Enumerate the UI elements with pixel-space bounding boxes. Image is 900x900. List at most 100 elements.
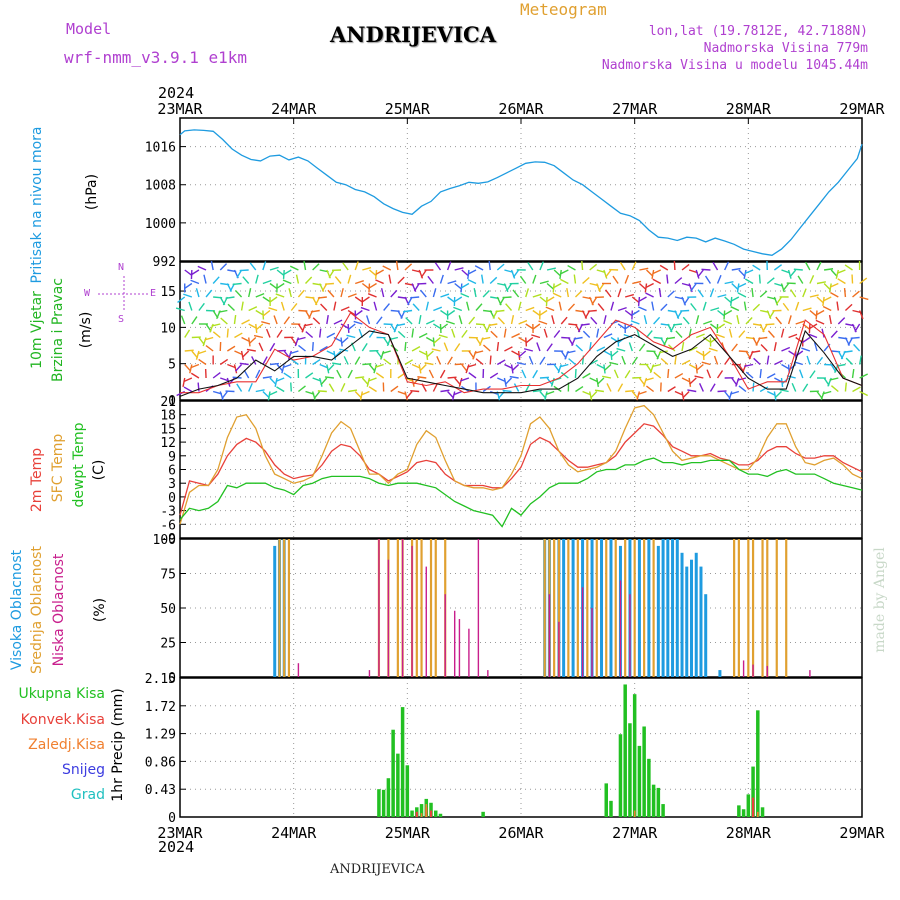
wind-barb (425, 319, 435, 325)
wind-barb (360, 390, 370, 396)
y-tick-label: 21 (160, 395, 176, 410)
wind-barb (488, 260, 491, 271)
wind-barb (247, 288, 252, 298)
temp-2m-line (179, 423, 863, 516)
wind-barb (728, 328, 733, 338)
low-cloud-bar (468, 628, 470, 677)
high-cloud-bar (718, 670, 722, 677)
wind-barb (724, 296, 732, 304)
wind-barb (340, 337, 343, 347)
wind-barb (598, 283, 605, 292)
time-label-top: 23MAR (157, 100, 203, 118)
wind-barb (766, 277, 775, 285)
wind-barb (532, 309, 541, 317)
wind-barb (395, 260, 399, 271)
wind-barb (666, 274, 669, 284)
high-cloud-bar (647, 539, 651, 677)
wind-barb (752, 303, 761, 312)
wind-barb (475, 358, 484, 366)
panel-frame (179, 677, 863, 818)
wind-barb (212, 276, 220, 284)
wind-barb (451, 328, 456, 338)
wind-barb (539, 296, 548, 304)
wind-barb (667, 368, 670, 379)
wind-barb (243, 369, 250, 379)
wind-barb (667, 386, 676, 393)
wind-barb (333, 319, 343, 325)
wind-barb (802, 288, 807, 298)
wind-barb (355, 376, 365, 379)
total-precip-bar (438, 813, 443, 817)
temp-sfc-line (179, 404, 863, 525)
wind-barb (226, 345, 236, 352)
wind-barb (830, 269, 838, 278)
wind-barb (658, 287, 662, 298)
wind-barb (782, 302, 790, 311)
wind-barb (518, 336, 527, 343)
wind-barb (782, 283, 790, 292)
wind-barb (553, 269, 562, 277)
total-precip-bar (481, 811, 485, 817)
panel-frame (179, 538, 863, 678)
wind-barb (724, 261, 730, 271)
wind-barb (531, 334, 541, 339)
low-cloud-bar (619, 580, 622, 677)
wind-barb (789, 269, 797, 278)
wind-barb (234, 332, 243, 339)
wind-barb (791, 382, 797, 392)
wind-barb (297, 289, 305, 298)
wind-barb (324, 282, 334, 285)
total-precip-bar (618, 734, 623, 817)
wind-barb (418, 364, 422, 374)
wind-barb (568, 358, 576, 366)
wind-barb (525, 288, 530, 298)
wind-barb (269, 282, 278, 290)
wind-barb (319, 328, 322, 338)
wind-barb (509, 375, 519, 379)
wind-barb (343, 356, 349, 365)
compass-east: E (150, 288, 157, 299)
wind-barb (466, 301, 470, 311)
wind-barb (183, 377, 193, 383)
wind-barb (366, 377, 371, 387)
wind-barb (375, 372, 385, 379)
wind-barb (596, 328, 600, 338)
wind-barb (566, 350, 576, 354)
wind-barb (239, 362, 249, 366)
wind-barb (610, 350, 619, 358)
wind-barb (198, 358, 207, 366)
wind-barb (340, 336, 349, 344)
wind-barb (248, 336, 257, 345)
low-cloud-bar (629, 594, 631, 677)
wind-barb (482, 290, 490, 298)
wind-barb (539, 376, 549, 379)
wind-barb (191, 316, 198, 325)
wind-barb (858, 355, 862, 365)
wind-barb (282, 363, 292, 369)
wind-barb (781, 363, 790, 370)
wind-barb (177, 296, 186, 303)
wind-barb (232, 282, 242, 286)
wind-barb (674, 372, 684, 379)
time-label-top: 26MAR (498, 100, 544, 118)
wind-barb (605, 269, 612, 278)
wind-barb (454, 282, 463, 290)
wind-barb (262, 391, 270, 399)
wind-barb (773, 391, 777, 401)
wind-barb (473, 288, 477, 298)
y-tick-label: 0.86 (145, 755, 176, 770)
compass-north: N (118, 262, 125, 273)
wind-barb (830, 330, 838, 338)
wind-barb (419, 289, 427, 298)
lonlat-label: lon,lat (19.7812E, 42.7188N) (648, 24, 868, 39)
wind-barb (582, 372, 591, 379)
wind-barb (813, 342, 818, 352)
wind-barb (623, 333, 633, 339)
total-precip-bar (656, 787, 661, 817)
credit-watermark: made by Angel (872, 547, 888, 653)
wind-barb (247, 337, 251, 347)
wind-barb (280, 301, 285, 311)
wind-barb (175, 307, 185, 312)
wind-barb (304, 276, 313, 284)
mid-cloud-bar (737, 539, 740, 677)
